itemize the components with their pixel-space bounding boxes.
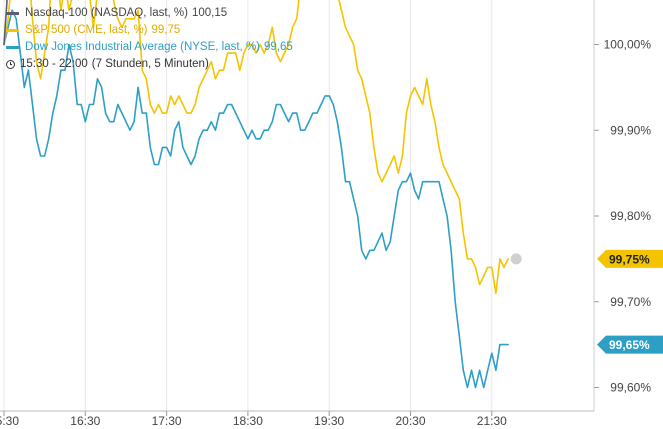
legend-label-sp500: S&P 500 (CME, last, %) — [25, 24, 148, 36]
clock-icon — [6, 60, 15, 69]
badge-sp500-shape — [597, 249, 663, 268]
chart-grid — [3, 0, 493, 411]
legend-swatch-dowjones — [6, 46, 19, 49]
legend-item-dowjones[interactable]: Dow Jones Industrial Average (NYSE, last… — [6, 39, 293, 56]
chart-series-lines — [3, 0, 509, 389]
badge-dowjones-shape — [597, 335, 663, 354]
legend-item-nasdaq[interactable]: Nasdaq-100 (NASDAQ, last, %) 100,15 — [6, 5, 293, 22]
legend-timeframe: 15:30 - 22:00 (7 Stunden, 5 Minuten) — [6, 56, 293, 73]
x-tick-label: 15:30 — [0, 414, 19, 428]
y-tick-label: 99,60% — [610, 381, 651, 395]
legend-label-nasdaq: Nasdaq-100 (NASDAQ, last, %) — [25, 7, 188, 19]
duration-text: (7 Stunden, 5 Minuten) — [91, 58, 209, 70]
badge-dowjones-label: 99,65% — [609, 338, 650, 352]
end-marker-dot — [510, 253, 522, 265]
legend-value-sp500: 99,75 — [151, 24, 181, 36]
chart-end-marker — [510, 253, 522, 265]
timeframe-text: 15:30 - 22:00 — [20, 58, 88, 70]
last-value-badges: 100,15%99,75%99,65% — [597, 249, 663, 354]
x-tick-label: 19:30 — [314, 414, 344, 428]
y-axis: 99,60%99,70%99,80%99,90%100,00%100,10%10… — [593, 0, 652, 411]
chart-legend: Nasdaq-100 (NASDAQ, last, %) 100,15 S&P … — [6, 5, 293, 73]
legend-swatch-nasdaq — [6, 12, 19, 15]
series-line-sp500 — [3, 0, 509, 295]
legend-label-dowjones: Dow Jones Industrial Average (NYSE, last… — [25, 41, 261, 53]
x-tick-label: 21:30 — [477, 414, 507, 428]
legend-value-nasdaq: 100,15 — [191, 7, 228, 19]
badge-sp500-label: 99,75% — [609, 252, 650, 266]
legend-item-sp500[interactable]: S&P 500 (CME, last, %) 99,75 — [6, 22, 293, 39]
y-tick-label: 99,80% — [610, 209, 651, 223]
x-tick-label: 16:30 — [70, 414, 100, 428]
x-axis: 15:30 16:30 17:30 18:30 19:30 20:30 21:30 — [0, 410, 594, 428]
legend-swatch-sp500 — [6, 29, 19, 32]
y-tick-label: 99,90% — [610, 123, 651, 137]
x-tick-label: 17:30 — [152, 414, 182, 428]
series-line-dowjones — [3, 9, 509, 389]
x-tick-label: 20:30 — [395, 414, 425, 428]
y-tick-label: 99,70% — [610, 295, 651, 309]
x-tick-label: 18:30 — [233, 414, 263, 428]
y-tick-label: 100,00% — [604, 38, 652, 52]
legend-value-dowjones: 99,65 — [264, 41, 293, 53]
